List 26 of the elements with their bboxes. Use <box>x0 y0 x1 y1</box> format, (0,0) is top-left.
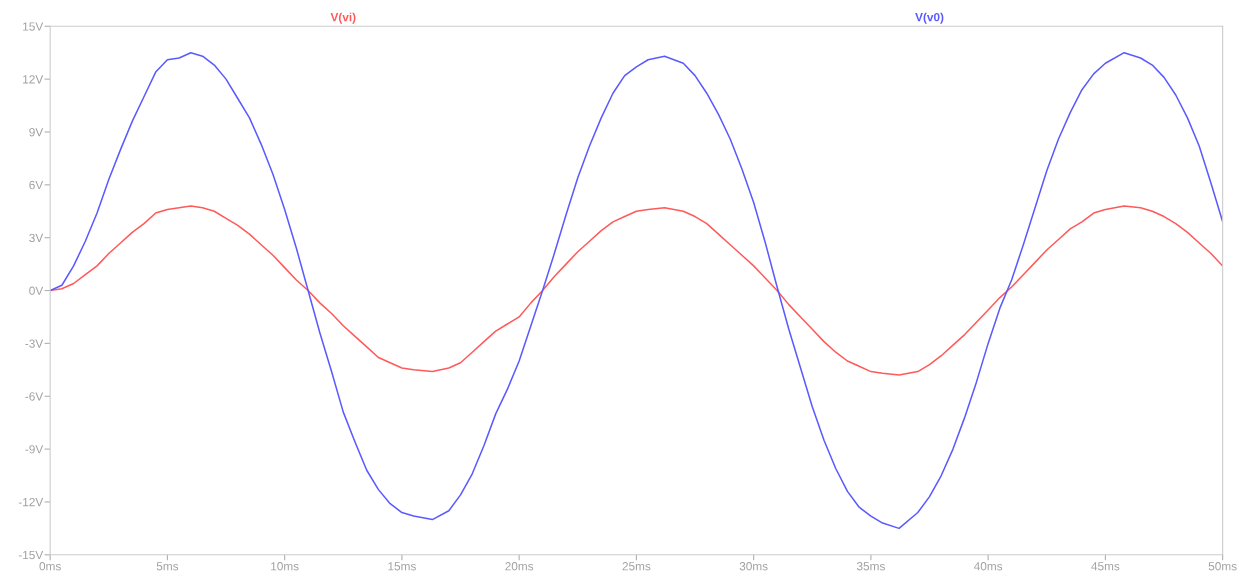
y-tick-label: 3V <box>29 233 44 243</box>
x-tick-label: 25ms <box>622 562 651 571</box>
x-tick-label: 40ms <box>973 562 1003 571</box>
x-tick-label: 10ms <box>271 562 299 571</box>
y-tick-label: -3V <box>25 339 44 348</box>
text: V(vi) <box>330 12 356 24</box>
y-tick-label: -6V <box>25 392 44 401</box>
x-tick-label: 35ms <box>856 562 885 571</box>
y-tick-label: 15V <box>23 22 44 31</box>
y-tick-label: -12V <box>18 497 44 507</box>
line-series <box>50 51 1223 530</box>
line-series <box>50 205 1223 376</box>
y-tick-label: 9V <box>29 128 44 137</box>
y-tick-label: -9V <box>25 445 44 454</box>
y-tick-label: 0V <box>29 286 44 295</box>
x-tick-label: 15ms <box>388 562 416 571</box>
y-tick-label: 6V <box>29 180 44 190</box>
x-tick-label: 30ms <box>739 562 768 571</box>
x-tick-label: 45ms <box>1091 562 1120 571</box>
x-tick-label: 50ms <box>1208 562 1237 571</box>
x-tick-label: 5ms <box>156 562 179 571</box>
x-tick-label: 0ms <box>39 562 61 571</box>
y-tick-label: -15V <box>18 550 44 560</box>
text: V(v0) <box>915 12 944 24</box>
y-tick-label: 12V <box>23 75 44 84</box>
x-tick-label: 20ms <box>505 562 534 571</box>
